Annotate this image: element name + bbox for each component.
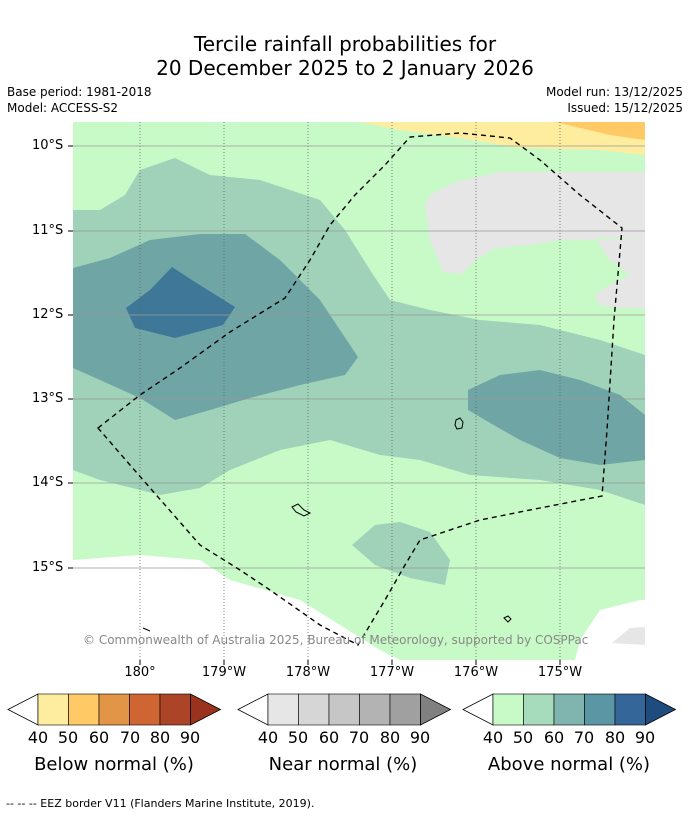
island-outline [291, 503, 312, 517]
cb-above-tick: 60 [543, 728, 565, 747]
cb-near-tick: 40 [257, 728, 279, 747]
colorbar-near-swatch [328, 693, 360, 726]
cb-near-tick: 80 [379, 728, 401, 747]
lon-label-180: 180° [124, 665, 156, 680]
model-name: Model: ACCESS-S2 [7, 101, 119, 115]
colorbar-below-swatch [37, 693, 69, 726]
colorbar-above-extend-low [462, 693, 494, 726]
contour-below-50 [555, 122, 645, 140]
cb-near-tick: 90 [409, 728, 431, 747]
base-period: Base period: 1981-2018 [7, 85, 152, 99]
cb-near-tick: 60 [318, 728, 340, 747]
colorbar-above-normal [462, 693, 677, 726]
colorbar-near-swatch [389, 693, 421, 726]
colorbar-above-swatch [523, 693, 555, 726]
above-normal-label: Above normal (%) [487, 754, 651, 775]
cb-above-tick: 50 [512, 728, 534, 747]
cb-above-tick: 90 [634, 728, 656, 747]
eez-border [96, 132, 623, 646]
map-area [73, 122, 645, 660]
colorbar-near-extend-high [420, 693, 452, 726]
colorbar-below-swatch [98, 693, 130, 726]
lat-label-14s: 14°S [32, 475, 64, 490]
colorbar-near-swatch [359, 693, 391, 726]
colorbar-below-swatch [159, 693, 191, 726]
lon-label-176w: 176°W [453, 665, 499, 680]
lon-label-179w: 179°W [201, 665, 247, 680]
island-outline [503, 615, 512, 623]
colorbar-above-swatch [553, 693, 585, 726]
colorbar-above-swatch [584, 693, 616, 726]
colorbar-below-swatch [68, 693, 100, 726]
contour-below-40 [360, 122, 645, 155]
colorbar-above-extend-high [645, 693, 677, 726]
below-normal-label: Below normal (%) [34, 754, 194, 775]
cb-near-tick: 50 [287, 728, 309, 747]
lat-label-13s: 13°S [32, 391, 64, 406]
cb-below-tick: 80 [149, 728, 171, 747]
model-run: Model run: 13/12/2025 [545, 85, 683, 99]
lon-label-177w: 177°W [369, 665, 415, 680]
contour-above-60-east [468, 370, 645, 465]
copyright-notice: © Commonwealth of Australia 2025, Bureau… [83, 633, 589, 647]
clear-area-southwest-coast [73, 615, 138, 660]
lat-label-15s: 15°S [32, 560, 64, 575]
colorbar-near-extend-low [237, 693, 269, 726]
no-data-area [425, 172, 645, 308]
lat-label-12s: 12°S [32, 307, 64, 322]
colorbar-below-extend-low [7, 693, 39, 726]
axis-ticks [68, 145, 561, 665]
colorbar-below-swatch [129, 693, 161, 726]
colorbar-below-extend-high [190, 693, 222, 726]
clear-area-southeast [575, 600, 645, 660]
island-outline [142, 627, 151, 632]
cb-below-tick: 60 [88, 728, 110, 747]
lat-label-11s: 11°S [32, 223, 64, 238]
cb-below-tick: 40 [27, 728, 49, 747]
colorbar-below-normal [7, 693, 222, 726]
cb-below-tick: 50 [57, 728, 79, 747]
island-outline [454, 417, 464, 430]
eez-footnote: -- -- -- EEZ border V11 (Flanders Marine… [6, 797, 315, 810]
cb-above-tick: 40 [482, 728, 504, 747]
lon-label-175w: 175°W [537, 665, 583, 680]
cb-below-tick: 70 [119, 728, 141, 747]
near-normal-label: Near normal (%) [268, 754, 418, 775]
colorbar-near-swatch [298, 693, 330, 726]
title-line-2: 20 December 2025 to 2 January 2026 [156, 56, 534, 80]
cb-below-tick: 90 [179, 728, 201, 747]
cb-above-tick: 70 [573, 728, 595, 747]
cb-near-tick: 70 [348, 728, 370, 747]
lat-label-10s: 10°S [32, 138, 64, 153]
colorbar-above-swatch [492, 693, 524, 726]
title-line-1: Tercile rainfall probabilities for [193, 32, 497, 56]
issued-date: Issued: 15/12/2025 [567, 101, 683, 115]
colorbar-above-swatch [614, 693, 646, 726]
clear-area-southwest [73, 555, 400, 660]
colorbar-near-swatch [267, 693, 299, 726]
grid-lines [73, 122, 645, 660]
cb-above-tick: 80 [604, 728, 626, 747]
lon-label-178w: 178°W [285, 665, 331, 680]
contour-above-70 [126, 267, 235, 338]
colorbar-near-normal [237, 693, 452, 726]
no-data-area-southeast [612, 627, 645, 645]
